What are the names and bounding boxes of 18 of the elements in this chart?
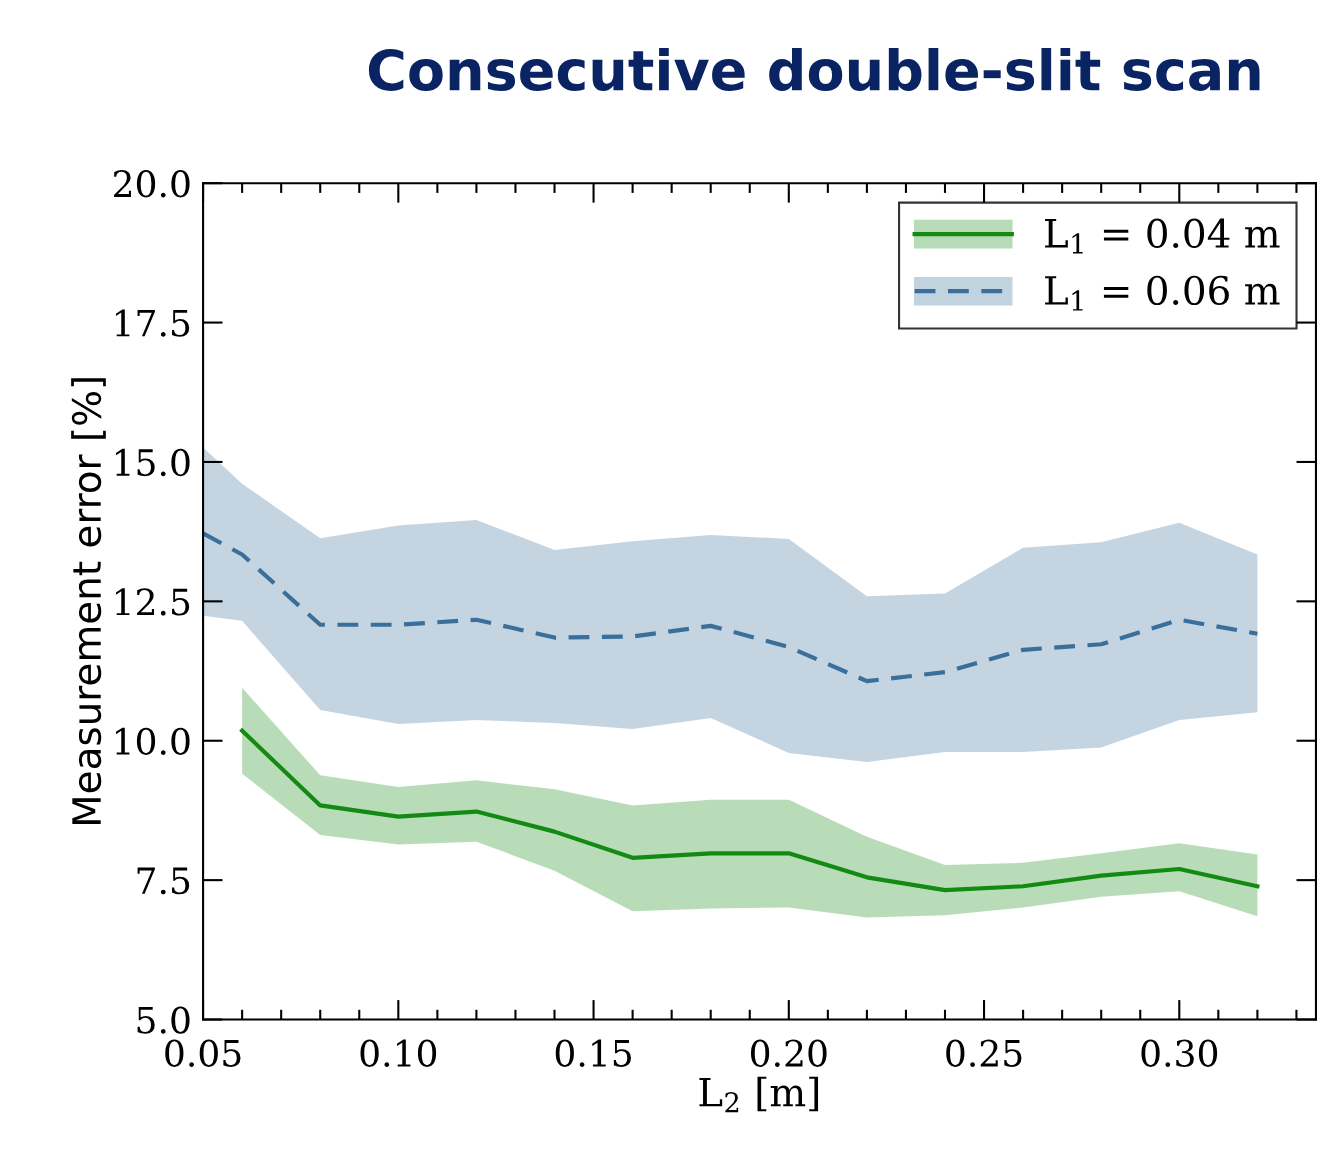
- y-tick-label: 10.0: [115, 727, 190, 755]
- x-tick-label: 0.20: [750, 1039, 827, 1067]
- y-tick-label: 5.0: [137, 1006, 190, 1034]
- y-tick-label: 15.0: [115, 448, 190, 477]
- x-tick-label: 0.25: [946, 1039, 1022, 1067]
- x-tick-label: 0.15: [555, 1039, 631, 1067]
- y-tick-label: 20.0: [114, 170, 190, 198]
- x-tick-label: 0.30: [1141, 1039, 1218, 1067]
- chart-title: Consecutive double-slit scan: [368, 48, 1260, 91]
- y-tick-label: 12.5: [115, 588, 190, 616]
- y-axis-title: Measurement error [%]: [71, 378, 106, 825]
- x-tick-label: 0.05: [165, 1039, 241, 1067]
- y-tick-label: 7.5: [137, 867, 190, 895]
- legend-label: L$_{1}$ = 0.04 m: [1045, 218, 1280, 254]
- y-tick-label: 17.5: [115, 309, 190, 337]
- x-axis-title: L$_{2}$ [m]: [699, 1076, 819, 1113]
- x-tick-label: 0.10: [360, 1039, 437, 1067]
- legend-label: L$_{1}$ = 0.06 m: [1045, 275, 1280, 311]
